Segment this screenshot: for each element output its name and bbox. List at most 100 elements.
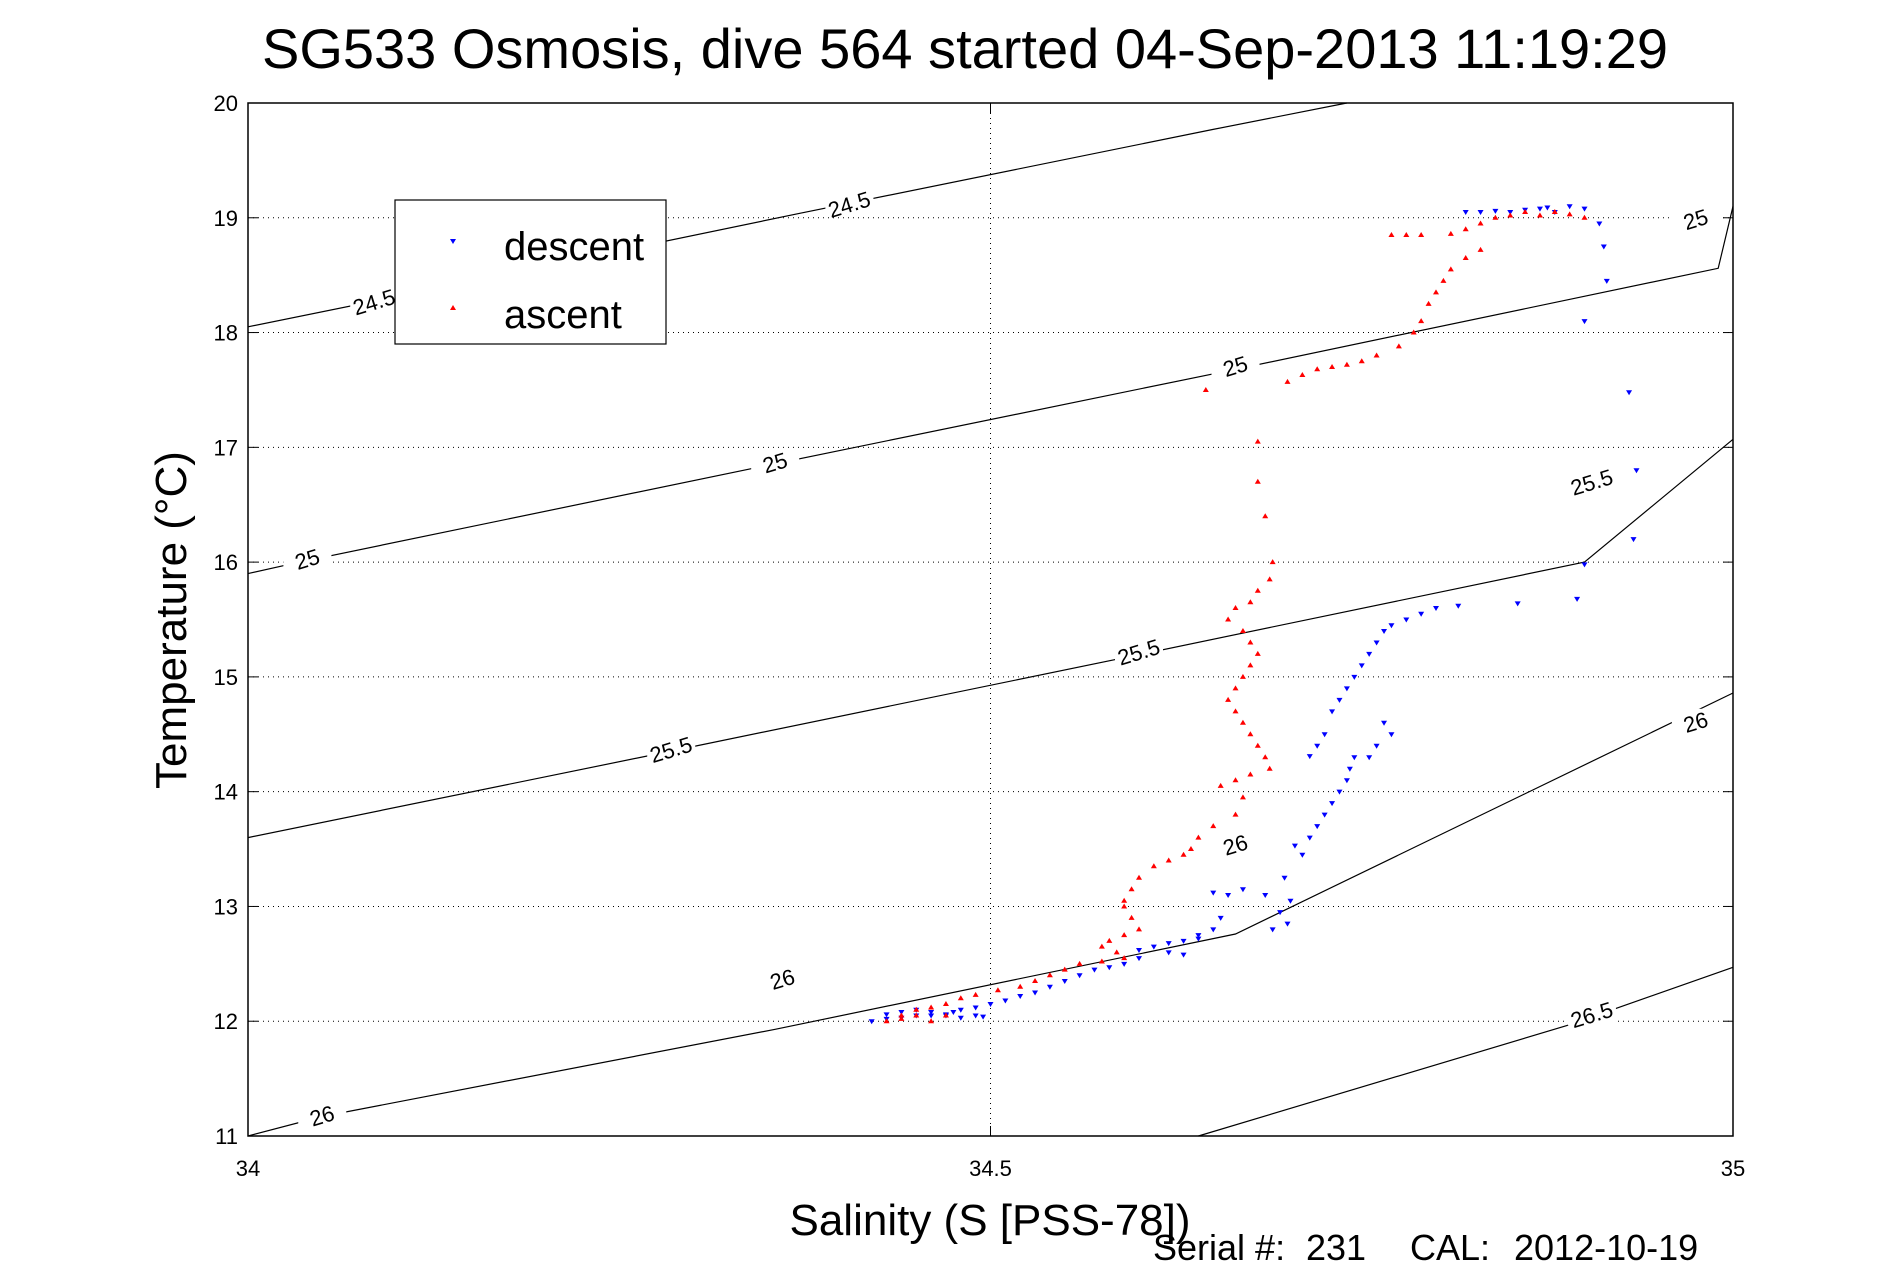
ascent-point-12 [1581,214,1588,220]
legend-box [394,199,667,345]
ascent-point-44 [1232,685,1239,691]
ascent-point-66 [1121,903,1128,909]
descent-point-77 [1017,993,1024,999]
descent-point-43 [1336,789,1343,795]
ascent-point-18 [1425,300,1432,306]
ascent-point-53 [1232,777,1239,783]
contour-label-bg-1-0 [283,545,332,570]
descent-point-57 [1225,892,1232,898]
ascent-point-48 [1247,731,1254,737]
descent-point-34 [1314,743,1321,749]
descent-point-95 [972,1013,979,1019]
descent-point-27 [1366,651,1373,657]
descent-point-54 [1269,927,1276,933]
ascent-point-26 [1314,366,1321,372]
ascent-point-23 [1358,358,1365,364]
ascent-point-91 [942,1012,949,1018]
descent-point-52 [1277,910,1284,916]
ascent-point-60 [1180,851,1187,857]
y-tick-label-4: 15 [214,665,238,690]
ascent-point-63 [1136,874,1142,880]
ascent-point-65 [1121,897,1128,903]
ascent-point-41 [1254,650,1261,656]
descent-point-10 [1596,221,1603,227]
descent-point-37 [1373,743,1380,749]
descent-point-81 [957,1007,964,1013]
descent-point-19 [1514,601,1521,607]
ascent-point-1 [1403,231,1410,237]
descent-point-75 [1046,984,1053,990]
descent-point-9 [1581,206,1588,212]
descent-point-61 [1195,933,1202,939]
descent-point-31 [1336,697,1343,703]
serial-label: Serial #: [1153,1227,1285,1262]
ascent-point-74 [1098,958,1105,964]
descent-point-41 [1346,766,1353,772]
descent-point-33 [1321,732,1328,738]
ascent-point-14 [1462,254,1469,260]
cal-value: 2012-10-19 [1514,1227,1698,1262]
ascent-point-86 [898,1012,905,1018]
ascent-point-72 [1113,949,1120,955]
descent-point-96 [980,1014,987,1020]
ascent-point-3 [1447,230,1454,236]
x-tick-label-0: 34 [236,1156,260,1181]
ascent-point-69 [1121,932,1128,938]
ascent-point-81 [972,991,979,997]
contour-label-bg-2-2 [1567,468,1616,493]
ascent-point-34 [1266,576,1273,582]
descent-point-21 [1433,606,1439,612]
contour-label-bg-1-1 [751,449,800,474]
legend: descent ascent [394,199,667,345]
x-tick-label-2: 35 [1721,1156,1745,1181]
descent-point-46 [1314,824,1321,830]
ascent-point-30 [1254,438,1261,444]
ascent-point-36 [1247,599,1254,605]
y-tick-label-8: 19 [214,206,238,231]
y-tick-label-9: 20 [214,91,238,116]
descent-point-70 [1121,961,1128,967]
descent-point-58 [1210,890,1217,896]
cal-label: CAL: [1410,1227,1490,1262]
contour-label-bg-1-3 [1671,206,1720,231]
y-tick-label-3: 14 [214,780,238,805]
ascent-point-24 [1343,361,1350,367]
ascent-point-61 [1165,857,1172,863]
legend-ascent-marker [450,305,456,310]
descent-point-80 [972,1005,979,1011]
ascent-point-9 [1536,212,1543,218]
ascent-point-55 [1239,794,1246,800]
descent-point-25 [1381,628,1388,634]
descent-point-20 [1455,603,1462,609]
descent-point-17 [1581,562,1588,568]
descent-point-0 [1462,210,1469,216]
ascent-point-21 [1395,343,1402,349]
descent-point-26 [1373,640,1380,646]
ascent-point-87 [883,1018,890,1024]
ascent-point-10 [1551,209,1558,215]
ascent-point-11 [1566,211,1573,217]
descent-point-28 [1358,663,1365,669]
ascent-point-16 [1440,277,1447,283]
ascent-point-71 [1098,943,1105,949]
descent-point-47 [1306,835,1313,841]
descent-point-63 [1180,938,1187,944]
y-axis-label: Temperature (°C) [147,451,196,789]
descent-point-24 [1388,623,1395,629]
y-tick-label-2: 13 [214,894,238,919]
data-markers [868,204,1640,1025]
descent-point-18 [1574,596,1581,602]
descent-point-92 [928,1010,935,1016]
ascent-point-70 [1106,937,1113,943]
descent-point-40 [1351,755,1358,761]
descent-point-78 [1002,998,1009,1004]
descent-point-56 [1239,887,1246,893]
chart-title: SG533 Osmosis, dive 564 started 04-Sep-2… [262,17,1668,80]
descent-point-62 [1195,936,1202,942]
contour-label-bg-3-1 [758,965,807,990]
descent-point-12 [1603,278,1610,284]
ascent-point-75 [1076,960,1083,966]
descent-point-53 [1284,921,1291,927]
y-tick-label-6: 17 [214,435,238,460]
grid-lines [248,103,1733,1136]
